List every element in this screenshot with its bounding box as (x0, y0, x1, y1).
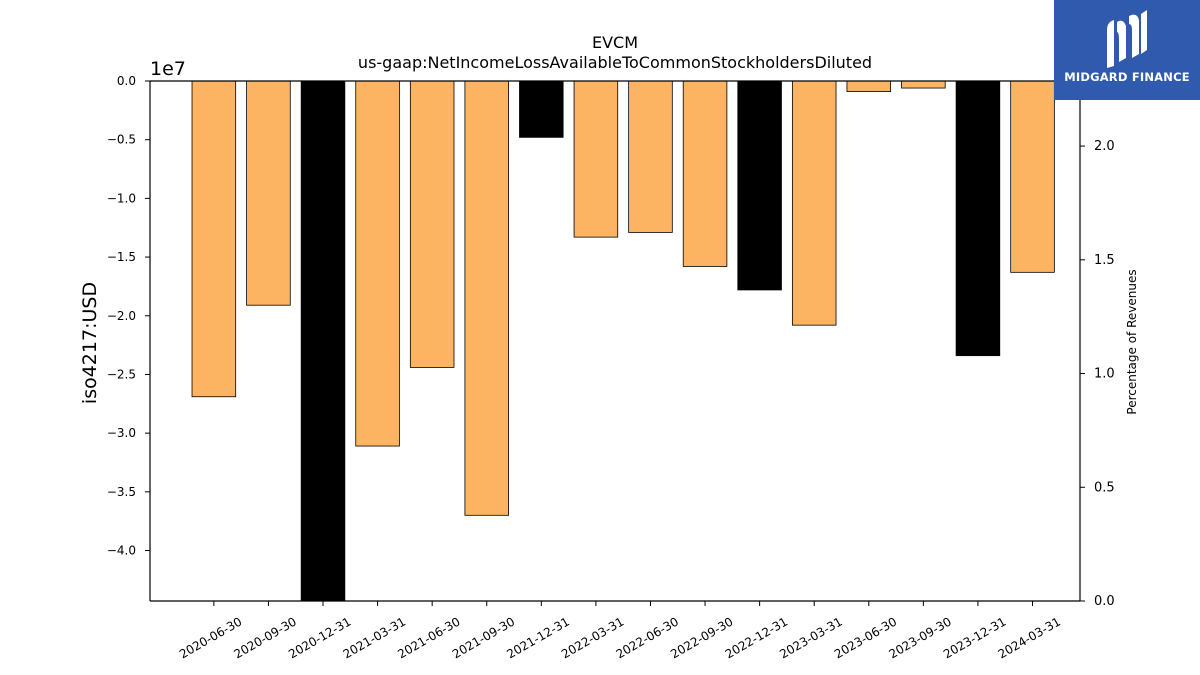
bar-2020-12-31 (300, 80, 346, 602)
bar-2023-03-31 (791, 80, 837, 326)
brand-logo: MIDGARD FINANCE (1054, 0, 1200, 100)
y-offset-label: 1e7 (150, 58, 186, 80)
y-ticks-group: 0.0 −0.5 −1.0 −1.5 −2.0 −2.5 −3.0 −3.5 −4.0 (107, 74, 150, 558)
y-tick-label: −2.0 (107, 309, 136, 323)
bar-2021-03-31 (355, 80, 400, 447)
axes-group (149, 80, 1081, 602)
bar-2020-06-30 (191, 80, 237, 398)
bars-group (191, 80, 1055, 602)
midgard-logo-icon (1107, 10, 1147, 68)
y2-tick-label: 0.0 (1094, 594, 1115, 609)
y-tick-label: −3.5 (107, 485, 136, 499)
bar-2020-09-30 (246, 80, 291, 306)
y2-tick-label: 1.5 (1094, 253, 1115, 268)
y-tick-label: −0.5 (107, 133, 136, 147)
y2-axis-label: Percentage of Revenues (1125, 269, 1139, 414)
x-ticks-group: 2020-06-302020-09-302020-12-312021-03-31… (177, 601, 1063, 661)
x-tick-label: 2024-03-31 (996, 614, 1063, 661)
bar-2021-06-30 (409, 80, 455, 368)
chart-title: EVCM (592, 33, 638, 52)
y2-ticks-group: 0.0 0.5 1.0 1.5 2.0 (1080, 139, 1115, 609)
bar-2023-06-30 (846, 80, 892, 92)
y-tick-label: −3.0 (107, 426, 136, 440)
bar-2021-12-31 (519, 80, 564, 138)
y-axis-label: iso4217:USD (79, 282, 101, 404)
bar-2022-12-31 (737, 80, 782, 291)
y-tick-label: −4.0 (107, 544, 136, 558)
bar-2022-06-30 (628, 80, 673, 233)
y2-tick-label: 2.0 (1094, 139, 1115, 154)
y-tick-label: −1.5 (107, 250, 136, 264)
bar-2023-09-30 (901, 80, 946, 89)
bar-2021-09-30 (464, 80, 509, 516)
brand-logo-text: MIDGARD FINANCE (1064, 70, 1190, 84)
y2-tick-label: 1.0 (1094, 367, 1115, 382)
chart-subtitle: us-gaap:NetIncomeLossAvailableToCommonSt… (358, 53, 872, 72)
y-tick-label: −2.5 (107, 367, 136, 381)
bar-2022-09-30 (682, 80, 728, 267)
y2-tick-label: 0.5 (1094, 480, 1115, 495)
y-tick-label: 0.0 (117, 74, 136, 88)
bar-2022-03-31 (573, 80, 619, 238)
y-tick-label: −1.0 (107, 191, 136, 205)
bar-2024-03-31 (1010, 80, 1055, 273)
bar-2023-12-31 (955, 80, 1001, 357)
